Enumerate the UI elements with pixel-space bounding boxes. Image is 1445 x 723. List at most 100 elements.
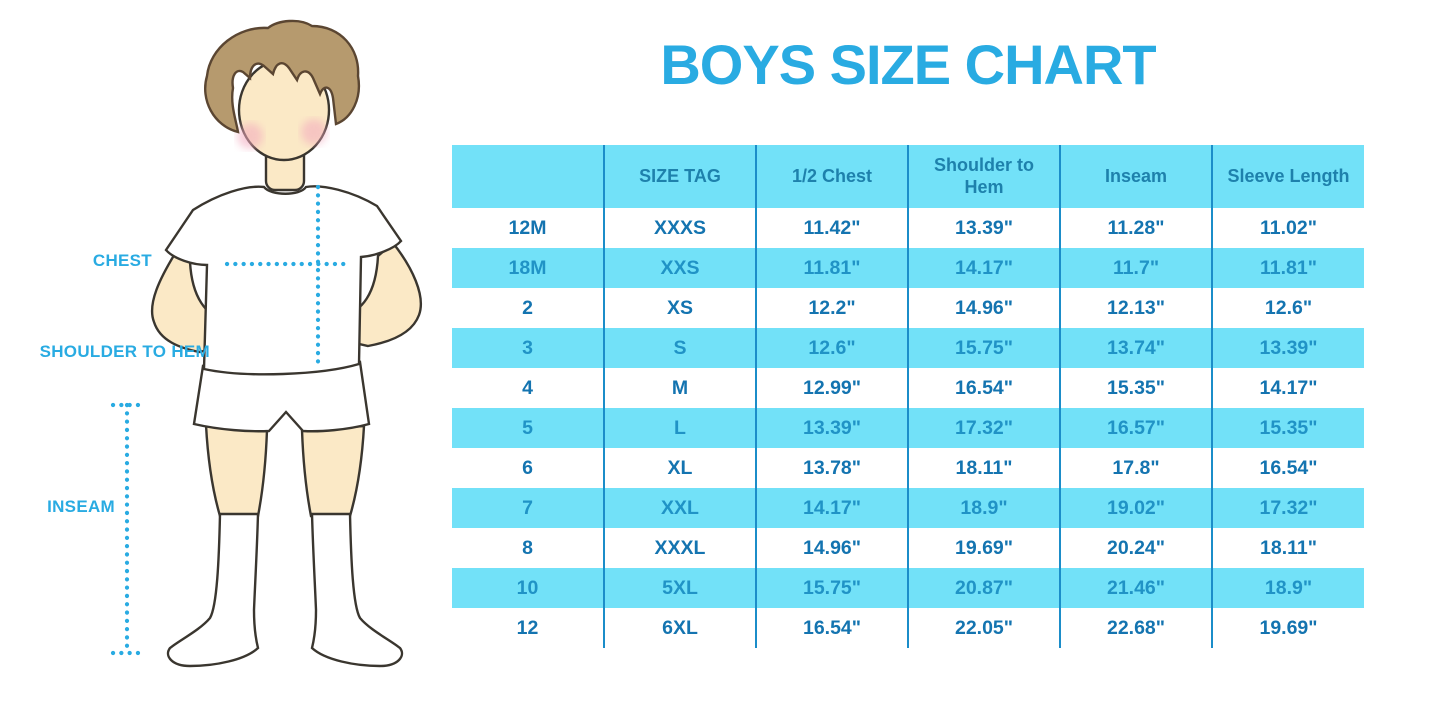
boy-figure-illustration [110, 19, 423, 668]
table-row: 8 XXXL 14.96" 19.69" 20.24" 18.11" [452, 528, 1364, 568]
col-header-size-tag: SIZE TAG [603, 145, 756, 208]
measurement-cell: 18.11" [1211, 528, 1364, 568]
right-arm [340, 241, 423, 348]
measurement-cell: 12.6" [1211, 288, 1364, 328]
table-row: 10 5XL 15.75" 20.87" 21.46" 18.9" [452, 568, 1364, 608]
measurement-cell: 14.17" [907, 248, 1060, 288]
size-cell: 8 [522, 536, 533, 559]
left-sock [166, 512, 260, 668]
measurement-cell: 21.46" [1059, 568, 1212, 608]
left-leg [204, 423, 269, 518]
size-cell: 18M [508, 256, 547, 279]
table-row: 4 M 12.99" 16.54" 15.35" 14.17" [452, 368, 1364, 408]
measurement-cell: 18.11" [907, 448, 1060, 488]
right-leg [300, 424, 366, 518]
table-row: 12 6XL 16.54" 22.05" 22.68" 19.69" [452, 608, 1364, 648]
measurement-cell: 11.42" [755, 208, 908, 248]
col-header-shoulder-to-hem: Shoulder to Hem [907, 145, 1060, 208]
size-cell: 5 [522, 416, 533, 439]
size-cell: 3 [522, 336, 533, 359]
measurement-cell: 22.05" [907, 608, 1060, 648]
measurement-cell: 16.54" [1211, 448, 1364, 488]
blush-right [301, 119, 327, 145]
measurement-cell: 13.39" [907, 208, 1060, 248]
shoulder-to-hem-label: SHOULDER TO HEM [39, 342, 210, 361]
measurement-cell: 11.81" [755, 248, 908, 288]
measurement-cell: 20.87" [907, 568, 1060, 608]
measurement-cell: 18.9" [1211, 568, 1364, 608]
measurement-cell: M [603, 368, 756, 408]
size-cell: 12 [516, 616, 539, 639]
size-cell: 6 [522, 456, 533, 479]
measurement-cell: XXL [603, 488, 756, 528]
measurement-cell: 15.75" [755, 568, 908, 608]
page-title: BOYS SIZE CHART [660, 33, 1156, 96]
measurement-cell: 19.02" [1059, 488, 1212, 528]
measurement-cell: 11.81" [1211, 248, 1364, 288]
measurement-cell: 17.8" [1059, 448, 1212, 488]
measurement-cell: XL [603, 448, 756, 488]
measurement-cell: 15.35" [1059, 368, 1212, 408]
table-row: 12M XXXS 11.42" 13.39" 11.28" 11.02" [452, 208, 1364, 248]
measurement-cell: XXS [603, 248, 756, 288]
measurement-cell: 14.96" [907, 288, 1060, 328]
measurement-cell: 14.96" [755, 528, 908, 568]
size-table-body: 12M XXXS 11.42" 13.39" 11.28" 11.02" 18M XXS 11.… [452, 208, 1364, 648]
measurement-cell: 13.39" [755, 408, 908, 448]
table-row: 3 S 12.6" 15.75" 13.74" 13.39" [452, 328, 1364, 368]
table-row: 2 XS 12.2" 14.96" 12.13" 12.6" [452, 288, 1364, 328]
table-row: 6 XL 13.78" 18.11" 17.8" 16.54" [452, 448, 1364, 488]
measurement-cell: 19.69" [1211, 608, 1364, 648]
inseam-label: INSEAM [47, 497, 115, 516]
measurement-cell: 12.99" [755, 368, 908, 408]
measurement-cell: 5XL [603, 568, 756, 608]
size-cell: 4 [522, 376, 533, 399]
size-table: SIZE TAG 1/2 Chest Shoulder to Hem Insea… [452, 145, 1364, 648]
measurement-cell: 18.9" [907, 488, 1060, 528]
measurement-cell: L [603, 408, 756, 448]
right-sock [310, 512, 404, 668]
chest-label: CHEST [92, 251, 152, 270]
measurement-cell: 15.75" [907, 328, 1060, 368]
measurement-cell: XS [603, 288, 756, 328]
size-cell: 12M [508, 216, 547, 239]
measurement-cell: 11.02" [1211, 208, 1364, 248]
measurement-cell: 13.74" [1059, 328, 1212, 368]
measurement-cell: 17.32" [907, 408, 1060, 448]
measurement-cell: 12.13" [1059, 288, 1212, 328]
table-row: 5 L 13.39" 17.32" 16.57" 15.35" [452, 408, 1364, 448]
measurement-cell: 6XL [603, 608, 756, 648]
col-header-inseam: Inseam [1059, 145, 1212, 208]
measurement-cell: 11.28" [1059, 208, 1212, 248]
measurement-cell: 13.39" [1211, 328, 1364, 368]
measurement-cell: 16.57" [1059, 408, 1212, 448]
table-row: 7 XXL 14.17" 18.9" 19.02" 17.32" [452, 488, 1364, 528]
t-shirt [164, 185, 403, 376]
measurement-cell: 11.7" [1059, 248, 1212, 288]
measurement-cell: 19.69" [907, 528, 1060, 568]
table-header-row: SIZE TAG 1/2 Chest Shoulder to Hem Insea… [452, 145, 1364, 208]
measurement-cell: 16.54" [755, 608, 908, 648]
size-cell: 7 [522, 496, 533, 519]
measurement-cell: 17.32" [1211, 488, 1364, 528]
col-header-sleeve-length: Sleeve Length [1211, 145, 1364, 208]
table-row: 18M XXS 11.81" 14.17" 11.7" 11.81" [452, 248, 1364, 288]
measurement-cell: XXXS [603, 208, 756, 248]
measurement-cell: 15.35" [1211, 408, 1364, 448]
measurement-cell: 12.6" [755, 328, 908, 368]
measurement-cell: XXXL [603, 528, 756, 568]
measurement-cell: S [603, 328, 756, 368]
blush-left [237, 123, 263, 149]
size-cell: 10 [516, 576, 539, 599]
measurement-cell: 20.24" [1059, 528, 1212, 568]
measurement-cell: 13.78" [755, 448, 908, 488]
col-header-size [452, 145, 604, 208]
measurement-cell: 12.2" [755, 288, 908, 328]
measurement-cell: 16.54" [907, 368, 1060, 408]
size-cell: 2 [522, 296, 533, 319]
col-header-half-chest: 1/2 Chest [755, 145, 908, 208]
hair [204, 19, 361, 134]
measurement-cell: 22.68" [1059, 608, 1212, 648]
measurement-cell: 14.17" [755, 488, 908, 528]
